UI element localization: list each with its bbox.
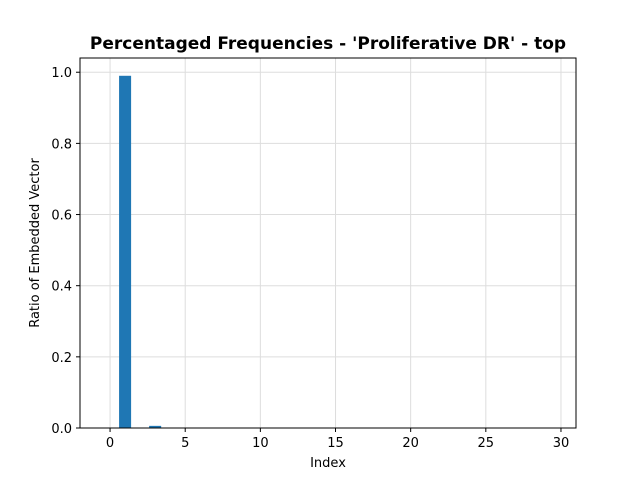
x-tick-label: 25 [478,436,495,451]
y-tick-label: 0.2 [51,351,72,366]
chart-title: Percentaged Frequencies - 'Proliferative… [90,34,566,54]
bar [119,75,132,429]
bars [119,75,162,429]
y-tick-label: 1.0 [51,66,72,81]
x-tick-label: 20 [402,436,419,451]
x-tick-label: 5 [181,436,189,451]
bar [149,425,162,428]
y-axis-label: Ratio of Embedded Vector [28,158,43,328]
y-tick-label: 0.6 [51,209,72,224]
x-tick-label: 0 [106,436,114,451]
y-tick-label: 0.4 [51,280,72,295]
y-tick-label: 0.0 [51,422,72,437]
y-tick-label: 0.8 [51,137,72,152]
x-axis-label: Index [310,456,346,471]
x-axis-ticks: 0 5 10 15 20 25 30 [106,428,569,451]
plot-frame [79,57,577,429]
y-axis-ticks: 0.0 0.2 0.4 0.6 0.8 1.0 [51,66,80,437]
x-tick-label: 15 [327,436,344,451]
x-tick-label: 30 [553,436,570,451]
x-tick-label: 10 [252,436,269,451]
